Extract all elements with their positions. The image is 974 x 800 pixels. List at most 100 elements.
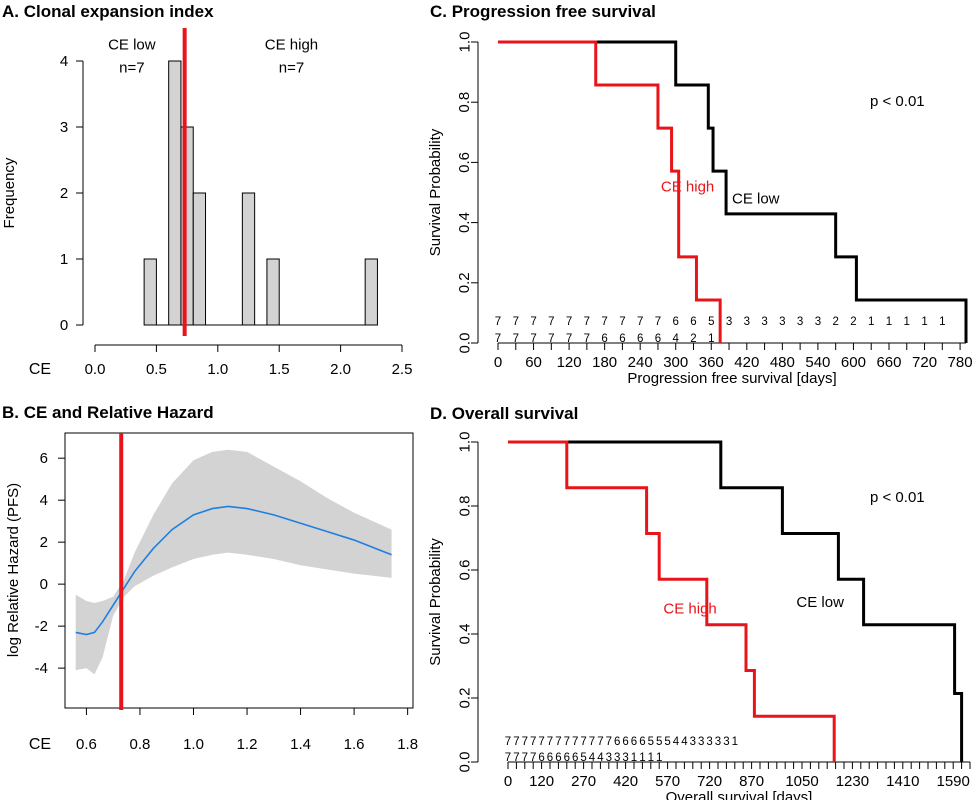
risk-count: 7	[530, 736, 536, 748]
annotation: n=7	[119, 60, 144, 77]
risk-count: 1	[868, 316, 874, 328]
risk-count: 3	[779, 316, 785, 328]
y-tick-label: 0.6	[456, 560, 473, 581]
p-value: p < 0.01	[870, 93, 925, 110]
y-tick-label: 1.0	[456, 432, 473, 453]
x-tick-label: 0.5	[146, 361, 167, 378]
annotation: CE high	[265, 37, 318, 54]
histogram-bar	[168, 60, 182, 326]
risk-count: 1	[639, 752, 645, 764]
x-tick-label: 1.8	[397, 736, 418, 753]
x-tick-label: 240	[628, 354, 653, 371]
y-tick-label: 6	[40, 450, 48, 467]
x-tick-label: 1050	[785, 773, 818, 790]
risk-count: 6	[564, 752, 570, 764]
risk-count: 7	[548, 333, 554, 345]
risk-count: 2	[690, 333, 696, 345]
risk-count: 5	[708, 316, 714, 328]
risk-count: 7	[495, 316, 501, 328]
risk-count: 7	[495, 333, 501, 345]
risk-count: 3	[726, 316, 732, 328]
y-tick-label: 0.0	[456, 752, 473, 773]
risk-count: 2	[832, 316, 838, 328]
x-tick-label: 0	[494, 354, 502, 371]
y-tick-label: 0	[40, 576, 48, 593]
risk-count: 6	[639, 736, 645, 748]
y-tick-label: 2	[40, 534, 48, 551]
risk-count: 5	[664, 736, 670, 748]
y-tick-label: 4	[60, 53, 68, 70]
y-axis-label: Survival Probability	[427, 128, 444, 256]
risk-count: 1	[921, 316, 927, 328]
risk-count: 3	[606, 752, 612, 764]
risk-count: 6	[631, 736, 637, 748]
x-tick-label: 660	[876, 354, 901, 371]
x-tick-label: 420	[613, 773, 638, 790]
risk-count: 3	[761, 316, 767, 328]
chart-title: B. CE and Relative Hazard	[2, 403, 214, 422]
x-tick-label: 720	[912, 354, 937, 371]
chart-title: A. Clonal expansion index	[2, 2, 214, 21]
y-tick-label: 0.8	[456, 496, 473, 517]
risk-count: 7	[655, 316, 661, 328]
confidence-band	[75, 449, 392, 675]
risk-count: 7	[580, 736, 586, 748]
risk-count: 3	[744, 316, 750, 328]
risk-count: 4	[597, 752, 604, 764]
risk-count: 5	[648, 736, 654, 748]
risk-count: 6	[690, 316, 696, 328]
y-tick-label: 1	[60, 251, 68, 268]
risk-count: 7	[619, 316, 625, 328]
risk-count: 7	[522, 752, 528, 764]
risk-count: 7	[564, 736, 570, 748]
risk-count: 1	[656, 752, 662, 764]
y-tick-label: 0.2	[456, 272, 473, 293]
risk-count: 3	[698, 736, 704, 748]
histogram-bar	[364, 258, 378, 326]
x-tick-label: 1.0	[207, 361, 228, 378]
x-tick-label: 1.6	[344, 736, 365, 753]
chart-title: C. Progression free survival	[430, 2, 656, 21]
risk-count: 4	[673, 736, 680, 748]
x-tick-label: 120	[557, 354, 582, 371]
panel-a: A. Clonal expansion index 0 1 2 3 4 Frequency 0…	[1, 2, 412, 378]
chart-title: D. Overall survival	[430, 404, 578, 423]
risk-count: 6	[673, 316, 679, 328]
km-curve-ce-high	[498, 40, 722, 343]
risk-count: 7	[566, 316, 572, 328]
x-tick-label: 0.0	[85, 361, 106, 378]
x-axis-label: Overall survival [days]	[666, 789, 813, 800]
risk-count: 1	[631, 752, 637, 764]
risk-count: 4	[681, 736, 688, 748]
risk-count: 7	[547, 736, 553, 748]
x-tick-label: 1410	[886, 773, 919, 790]
risk-count: 7	[584, 333, 590, 345]
risk-count: 5	[656, 736, 662, 748]
x-tick-label: 270	[571, 773, 596, 790]
y-tick-label: 0.2	[456, 688, 473, 709]
risk-count: 3	[622, 752, 628, 764]
risk-count: 7	[505, 752, 511, 764]
x-tick-label: 300	[663, 354, 688, 371]
y-tick-label: 2	[60, 185, 68, 202]
x-tick-label: 1.2	[237, 736, 258, 753]
y-axis-label: Survival Probability	[427, 538, 444, 666]
x-tick-label: 60	[525, 354, 542, 371]
x-axis-label: Progression free survival [days]	[627, 370, 836, 387]
risk-count: 7	[538, 736, 544, 748]
y-tick-label: 0.8	[456, 92, 473, 113]
risk-count: 7	[513, 736, 519, 748]
risk-count: 2	[850, 316, 856, 328]
risk-count: 7	[589, 736, 595, 748]
risk-count: 3	[690, 736, 696, 748]
risk-count: 6	[601, 333, 607, 345]
y-axis-label: Frequency	[1, 157, 18, 228]
x-tick-label: 420	[734, 354, 759, 371]
x-axis-label: CE	[29, 736, 51, 753]
risk-count: 1	[648, 752, 654, 764]
risk-count: 7	[566, 333, 572, 345]
x-tick-label: 1230	[836, 773, 869, 790]
y-tick-label: 4	[40, 492, 48, 509]
risk-count: 1	[886, 316, 892, 328]
